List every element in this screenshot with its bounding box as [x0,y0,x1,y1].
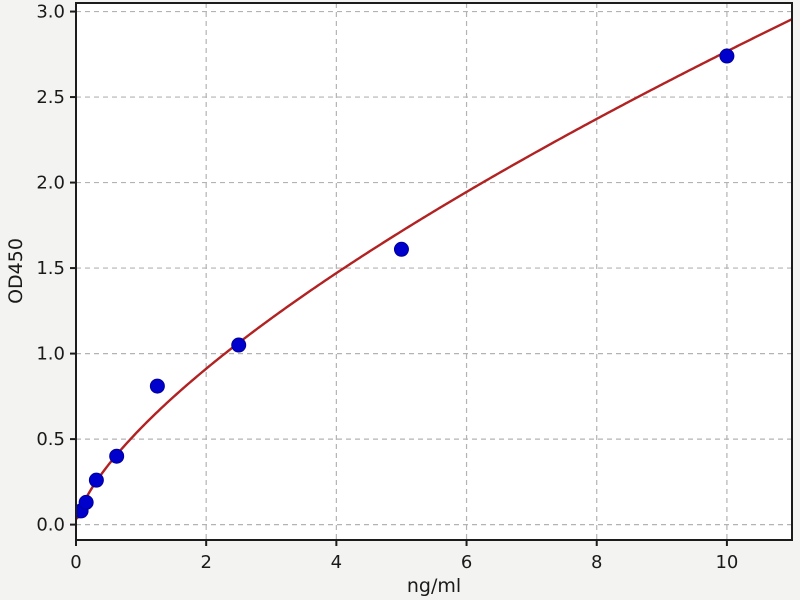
data-point [149,378,165,394]
x-tick-label: 2 [200,552,211,573]
axes-spines [75,2,793,541]
y-tick-label: 2.0 [36,173,65,194]
data-point [393,241,409,257]
fit-curve-line [76,17,792,520]
data-point [88,472,104,488]
data-point [109,448,125,464]
points-layer [76,48,735,519]
y-tick-label: 1.5 [36,258,65,279]
ticks-layer [70,10,728,546]
y-axis-label: OD450 [5,238,27,304]
y-tick-label: 0.5 [36,429,65,450]
x-tick-label: 8 [591,552,602,573]
grid-layer [75,3,792,540]
y-tick-label: 1.0 [36,344,65,365]
y-tick-label: 0.0 [36,515,65,536]
x-tick-label: 4 [331,552,342,573]
plot-area [76,3,792,540]
data-point [78,494,94,510]
y-tick-label: 2.5 [36,87,65,108]
x-tick-label: 10 [715,552,738,573]
x-tick-label: 6 [461,552,472,573]
x-tick-label: 0 [70,552,81,573]
y-tick-label: 3.0 [36,2,65,23]
data-point [231,337,247,353]
tick-labels-layer: 0 2 4 6 8 10 0.0 0.5 1.0 1.5 2.0 2.5 3.0 [36,2,738,573]
curve-layer [76,17,792,520]
x-axis-label: ng/ml [407,575,461,597]
data-point [719,48,735,64]
